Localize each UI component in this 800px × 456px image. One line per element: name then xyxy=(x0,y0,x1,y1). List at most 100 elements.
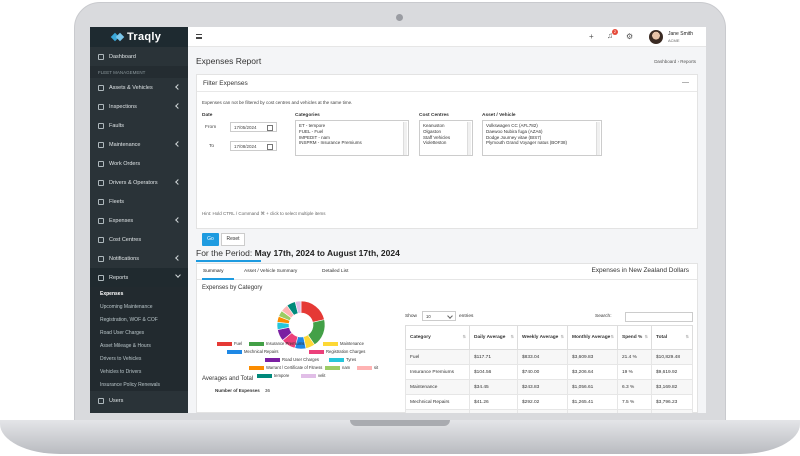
tab-asset-vehicle-summary[interactable]: Asset / Vehicle Summary xyxy=(244,269,298,274)
header-label: Daily Average xyxy=(474,335,506,340)
sidebar-item-notifications[interactable]: Notifications xyxy=(90,249,188,268)
sidebar-sub-registration[interactable]: Registration, WOF & COF xyxy=(90,313,188,326)
cost-centres-label: Cost Centres xyxy=(419,113,449,118)
sidebar-sub-drivers-to-vehicles[interactable]: Drivers to Vehicles xyxy=(90,352,188,365)
legend-swatch xyxy=(265,357,280,362)
sidebar-item-expenses[interactable]: Expenses xyxy=(90,211,188,230)
category-option[interactable]: IMPEDIT - nam xyxy=(299,134,330,140)
entries-select[interactable]: 10 xyxy=(422,311,456,321)
hamburger-menu-icon[interactable] xyxy=(196,34,202,39)
sidebar-item-faults[interactable]: Faults xyxy=(90,116,188,135)
header-label: Category xyxy=(410,335,431,340)
sidebar-sub-road-user-charges[interactable]: Road User Charges xyxy=(90,326,188,339)
plus-icon[interactable]: + xyxy=(589,32,594,41)
reset-button[interactable]: Reset xyxy=(221,233,245,246)
legend-swatch xyxy=(309,349,324,354)
sidebar-item-dashboard[interactable]: Dashboard xyxy=(90,47,188,66)
asset-vehicle-label: Asset / Vehicle xyxy=(482,113,516,118)
legend-item[interactable]: Warrant / Certificate of Fitness xyxy=(249,365,322,370)
sidebar-sub-upcoming-maintenance[interactable]: Upcoming Maintenance xyxy=(90,300,188,313)
sidebar-item-drivers[interactable]: Drivers & Operators xyxy=(90,173,188,192)
chart-icon xyxy=(98,274,104,281)
breadcrumb-home[interactable]: Dashboard xyxy=(654,59,677,64)
filter-panel-header: Filter Expenses — xyxy=(197,75,697,92)
column-header-monthly[interactable]: Monthly Average ⇅ xyxy=(567,325,618,350)
asset-vehicle-select[interactable]: Volkswagen CC (AFL782) Daewoo Nubira fug… xyxy=(482,120,602,156)
sidebar-item-inspections[interactable]: Inspections xyxy=(90,97,188,116)
sidebar-item-label: Work Orders xyxy=(109,160,141,167)
legend-label: Maintenance xyxy=(340,341,364,346)
legend-item[interactable]: nam xyxy=(325,365,350,370)
sidebar-item-label: Users xyxy=(109,397,124,404)
cost-centre-option[interactable]: Olgaston xyxy=(423,128,442,134)
category-option[interactable]: ET - tempore xyxy=(299,123,326,128)
legend-item[interactable]: Fuel xyxy=(217,341,242,346)
minimize-icon[interactable]: — xyxy=(682,79,689,86)
legend-item[interactable]: Registration Charges xyxy=(309,349,365,354)
chevron-left-icon xyxy=(175,141,181,147)
legend-item[interactable]: Tyres xyxy=(329,357,356,362)
sidebar-item-maintenance[interactable]: Maintenance xyxy=(90,135,188,154)
sidebar-item-users[interactable]: Users xyxy=(90,391,188,410)
legend-item[interactable]: velit xyxy=(301,373,325,378)
go-button[interactable]: Go xyxy=(202,233,219,246)
table-cell: $3,796.23 xyxy=(651,394,693,410)
sidebar-item-assets[interactable]: Assets & Vehicles xyxy=(90,78,188,97)
entries-label: entries xyxy=(459,314,474,319)
legend-label: Road User Charges xyxy=(282,357,320,362)
sidebar-item-cost-centres[interactable]: Cost Centres xyxy=(90,230,188,249)
asset-option[interactable]: Dodge Journey vitae (BIS7) xyxy=(486,134,542,140)
asset-option[interactable]: Plymouth Grand Voyager natus (BOF38) xyxy=(486,140,568,146)
scrollbar[interactable] xyxy=(467,122,471,155)
cost-centres-select[interactable]: Keanuston Olgaston Staff Vehicles Violet… xyxy=(419,120,473,156)
legend-item[interactable]: sit xyxy=(357,365,378,370)
asset-option[interactable]: Daewoo Nubira fuga (AZA6) xyxy=(486,128,543,134)
header-label: Monthly Average xyxy=(572,335,611,340)
cost-centre-option[interactable]: Keanuston xyxy=(423,123,445,128)
sidebar-sub-vehicles-to-drivers[interactable]: Vehicles to Drivers xyxy=(90,365,188,378)
from-date-input[interactable]: 17/05/2024 xyxy=(230,122,277,132)
gear-icon[interactable]: ⚙ xyxy=(626,32,634,41)
column-header-total[interactable]: Total ⇅ xyxy=(651,325,693,350)
categories-select[interactable]: ET - tempore FUEL - Fuel IMPEDIT - nam I… xyxy=(295,120,409,156)
column-header-daily[interactable]: Daily Average ⇅ xyxy=(469,325,518,350)
legend-item[interactable]: Maintenance xyxy=(323,341,364,346)
legend-item[interactable]: tempore xyxy=(257,373,289,378)
brand[interactable]: Traqly xyxy=(90,27,188,47)
user-name[interactable]: Jane Smith xyxy=(668,31,694,37)
column-header-spend[interactable]: Spend % ⇅ xyxy=(617,325,652,350)
search-input[interactable] xyxy=(625,312,693,322)
sidebar-item-work-orders[interactable]: Work Orders xyxy=(90,154,188,173)
sidebar-sub-expenses[interactable]: Expenses xyxy=(90,287,188,300)
legend-item[interactable]: Insurance Premiums xyxy=(249,341,304,346)
tab-detailed-list[interactable]: Detailed List xyxy=(322,269,349,274)
sort-icon: ⇅ xyxy=(560,334,564,339)
legend-swatch xyxy=(217,341,232,346)
scrollbar[interactable] xyxy=(596,122,600,155)
column-header-weekly[interactable]: Weekly Average ⇅ xyxy=(517,325,568,350)
legend-item[interactable]: Mechnical Repairs xyxy=(227,349,278,354)
cost-centre-option[interactable]: Violetteston xyxy=(423,140,447,146)
to-date-input[interactable]: 17/08/2024 xyxy=(230,141,277,151)
sidebar-item-fleets[interactable]: Fleets xyxy=(90,192,188,211)
table-header-row: Category ⇅ Daily Average ⇅ Weekly Average ⇅… xyxy=(405,325,693,350)
donut-slice-fuel[interactable] xyxy=(300,300,325,323)
column-header-category[interactable]: Category ⇅ xyxy=(405,325,470,350)
category-option[interactable]: INSPRM - Insurance Premiums xyxy=(299,140,362,146)
bell-icon[interactable]: ♫ xyxy=(607,31,613,40)
cost-centre-option[interactable]: Staff Vehicles xyxy=(423,134,451,140)
sidebar-sub-insurance-renewals[interactable]: Insurance Policy Renewals xyxy=(90,378,188,391)
table-cell: $9,619.92 xyxy=(651,364,693,380)
category-option[interactable]: FUEL - Fuel xyxy=(299,128,324,134)
avatar[interactable] xyxy=(649,30,663,44)
sidebar-sub-asset-mileage[interactable]: Asset Mileage & Hours xyxy=(90,339,188,352)
table-cell: Insurance Premiums xyxy=(405,364,470,380)
sidebar-item-reports[interactable]: Reports xyxy=(90,268,188,287)
legend-item[interactable]: Road User Charges xyxy=(265,357,319,362)
table-cell: Maintenance xyxy=(405,379,470,395)
donut-slice-velit[interactable] xyxy=(294,300,302,314)
scrollbar[interactable] xyxy=(403,122,407,155)
tab-summary[interactable]: Summary xyxy=(203,269,224,274)
table-cell: $41.26 xyxy=(469,394,518,410)
asset-option[interactable]: Volkswagen CC (AFL782) xyxy=(486,123,538,128)
